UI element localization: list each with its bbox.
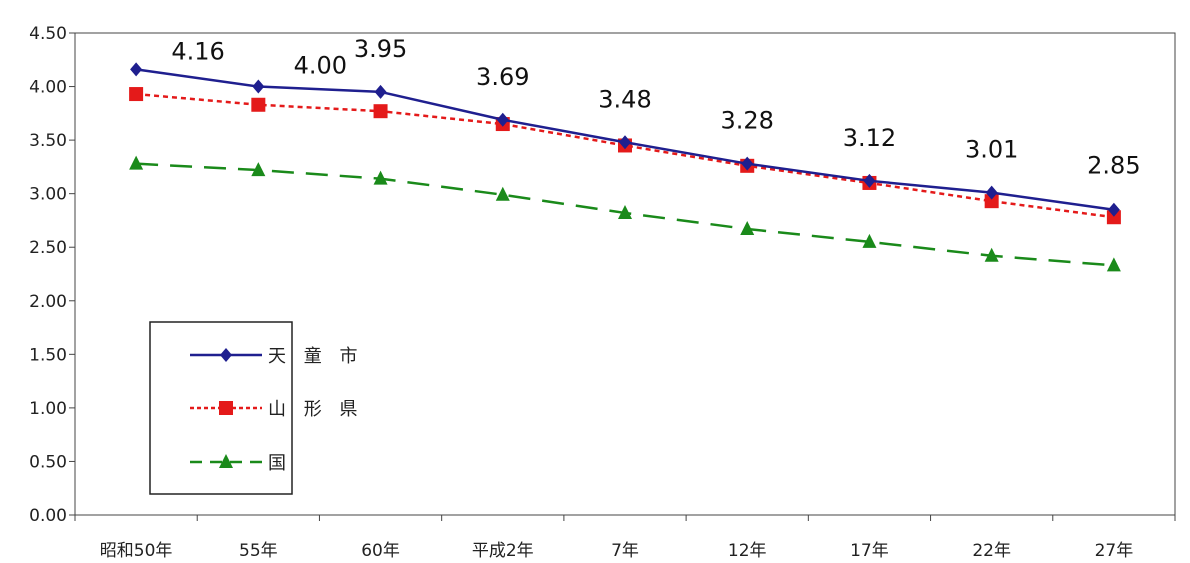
chart-axes: 0.00 0.50 1.00 1.50 2.00 2.50 3.00 3.50 4.00 4.50… xyxy=(29,24,1176,561)
data-point-marker xyxy=(740,221,755,236)
data-point-marker xyxy=(251,162,266,177)
legend-label: 山 形 県 xyxy=(268,399,363,420)
data-point-marker xyxy=(129,155,144,170)
y-tick-label: 3.00 xyxy=(29,185,67,205)
data-value-label: 3.48 xyxy=(598,85,651,113)
x-tick-label: 7年 xyxy=(611,541,639,561)
y-tick-label: 1.50 xyxy=(29,345,67,365)
data-point-marker xyxy=(984,247,999,262)
series-line-2 xyxy=(136,92,1115,219)
y-tick-label: 2.50 xyxy=(29,238,67,258)
data-point-marker xyxy=(374,84,387,99)
y-tick-label: 0.00 xyxy=(29,506,67,526)
data-point-marker xyxy=(130,62,143,77)
x-tick-label: 17年 xyxy=(850,541,889,561)
data-value-label: 3.28 xyxy=(721,107,774,135)
plot-area-border xyxy=(74,32,1176,516)
y-tick-label: 3.50 xyxy=(29,131,67,151)
y-tick-label: 4.00 xyxy=(29,78,67,98)
data-value-label: 3.12 xyxy=(843,124,896,152)
data-point-marker xyxy=(862,233,877,248)
x-tick-label: 27年 xyxy=(1095,541,1134,561)
data-point-marker xyxy=(1106,210,1121,225)
data-point-marker xyxy=(863,173,876,188)
data-value-label: 3.01 xyxy=(965,136,1018,164)
data-value-label: 3.95 xyxy=(354,35,407,63)
x-tick-label: 22年 xyxy=(972,541,1011,561)
data-point-marker xyxy=(373,104,388,119)
data-point-marker xyxy=(373,170,388,185)
legend-label: 国 xyxy=(268,453,292,474)
y-tick-label: 4.50 xyxy=(29,24,67,44)
data-point-marker xyxy=(495,186,510,201)
data-point-marker xyxy=(741,156,754,171)
data-value-label: 4.16 xyxy=(171,37,224,65)
data-point-marker xyxy=(129,87,144,102)
chart-series xyxy=(129,62,1121,272)
data-value-label: 2.85 xyxy=(1087,152,1140,180)
chart-legend: 天 童 市山 形 県国 xyxy=(149,321,363,495)
data-point-marker xyxy=(984,194,999,209)
legend-label: 天 童 市 xyxy=(268,346,363,367)
data-point-marker xyxy=(496,112,509,127)
x-tick-label: 55年 xyxy=(239,541,278,561)
data-point-marker xyxy=(252,79,265,94)
data-value-label: 4.00 xyxy=(294,52,347,80)
data-point-marker xyxy=(985,185,998,200)
legend-swatch-marker xyxy=(219,454,233,468)
x-tick-label: 12年 xyxy=(728,541,767,561)
x-tick-label: 60年 xyxy=(361,541,400,561)
y-tick-label: 1.00 xyxy=(29,399,67,419)
data-point-marker xyxy=(618,204,632,219)
data-point-marker xyxy=(619,135,631,150)
y-tick-label: 2.00 xyxy=(29,292,67,312)
chart-data-labels: 4.16 4.003.95 3.69 3.48 3.28 3.12 3.01 2.85 xyxy=(171,35,1140,180)
legend-swatch-marker xyxy=(220,348,232,362)
x-tick-label: 昭和50年 xyxy=(100,541,173,561)
data-value-label: 3.69 xyxy=(476,63,529,91)
y-tick-label: 0.50 xyxy=(29,452,67,472)
legend-swatch-marker xyxy=(219,401,233,415)
x-tick-label: 平成2年 xyxy=(472,541,534,561)
data-point-marker xyxy=(1106,257,1121,272)
data-point-marker xyxy=(251,97,266,112)
data-point-marker xyxy=(1107,202,1120,217)
